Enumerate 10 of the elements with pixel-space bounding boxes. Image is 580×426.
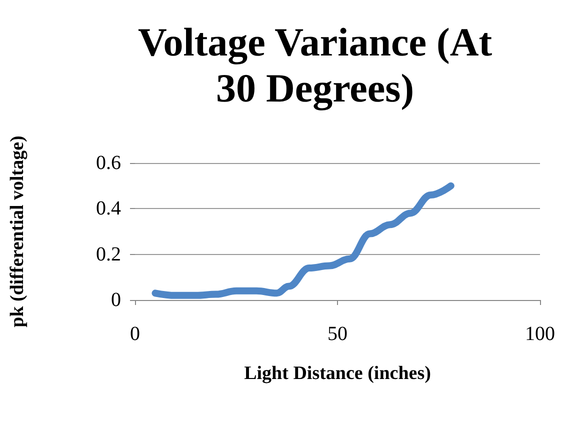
y-tick-label: 0.6: [96, 152, 121, 174]
x-tick-label: 100: [525, 323, 555, 345]
x-tick-label: 0: [130, 323, 140, 345]
x-tick-label: 50: [328, 323, 348, 345]
y-tick-label: 0: [111, 289, 121, 311]
x-axis-title: Light Distance (inches): [244, 363, 431, 384]
y-axis-title: pk (differential voltage): [7, 136, 28, 328]
y-tick-label: 0.4: [96, 198, 121, 220]
y-tick-label: 0.2: [96, 243, 121, 266]
chart-title: Voltage Variance (At 30 Degrees): [138, 20, 493, 110]
